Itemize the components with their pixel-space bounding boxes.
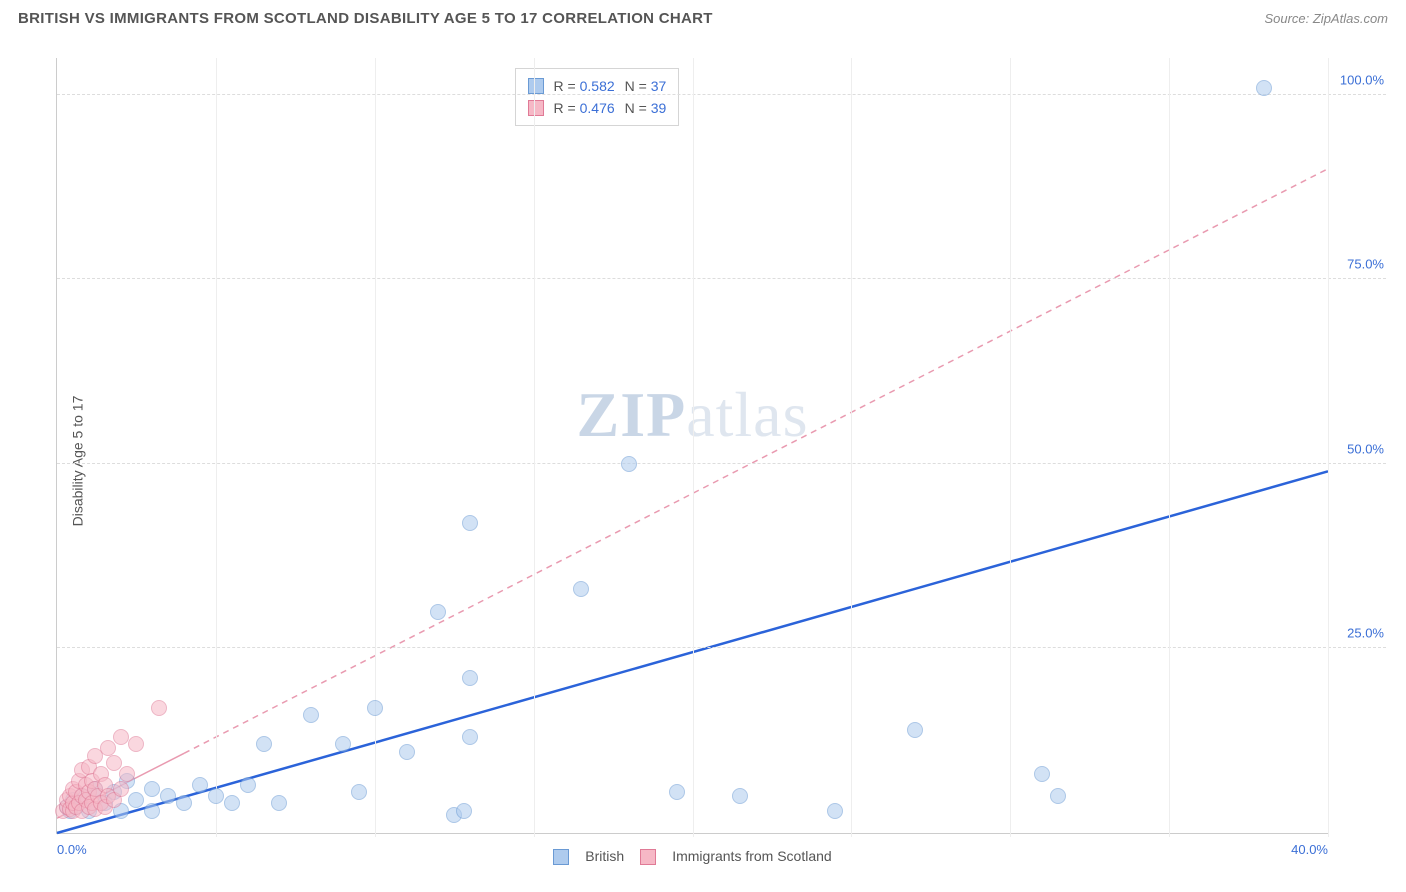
scatter-point <box>208 788 224 804</box>
x-tick-label: 0.0% <box>57 842 87 857</box>
gridline-v <box>1169 58 1170 837</box>
legend-swatch <box>528 78 544 94</box>
scatter-point <box>256 736 272 752</box>
legend-swatch <box>553 849 569 865</box>
scatter-point <box>399 744 415 760</box>
scatter-point <box>669 784 685 800</box>
gridline-v <box>534 58 535 837</box>
scatter-point <box>119 766 135 782</box>
scatter-point <box>621 456 637 472</box>
gridline-v <box>216 58 217 837</box>
legend-label: British <box>585 848 624 864</box>
scatter-point <box>192 777 208 793</box>
scatter-point <box>144 803 160 819</box>
scatter-point <box>176 795 192 811</box>
scatter-point <box>462 515 478 531</box>
scatter-point <box>573 581 589 597</box>
legend-swatch <box>528 100 544 116</box>
page-title: BRITISH VS IMMIGRANTS FROM SCOTLAND DISA… <box>18 10 713 27</box>
watermark-bold: ZIP <box>577 379 687 450</box>
scatter-point <box>430 604 446 620</box>
legend-top: R = 0.582N = 37R = 0.476N = 39 <box>515 68 680 126</box>
y-tick-label: 25.0% <box>1347 626 1384 641</box>
y-tick-label: 50.0% <box>1347 441 1384 456</box>
legend-n-label: N = 39 <box>625 97 667 119</box>
scatter-point <box>113 729 129 745</box>
scatter-point <box>128 736 144 752</box>
gridline-h <box>57 647 1386 648</box>
gridline-v <box>375 58 376 837</box>
gridline-v <box>1328 58 1329 837</box>
scatter-point <box>128 792 144 808</box>
header: BRITISH VS IMMIGRANTS FROM SCOTLAND DISA… <box>0 0 1406 31</box>
legend-bottom: British Immigrants from Scotland <box>57 848 1328 865</box>
scatter-point <box>1034 766 1050 782</box>
scatter-point <box>462 729 478 745</box>
scatter-point <box>271 795 287 811</box>
gridline-h <box>57 463 1386 464</box>
scatter-point <box>462 670 478 686</box>
scatter-point <box>907 722 923 738</box>
scatter-point <box>100 740 116 756</box>
scatter-point <box>1050 788 1066 804</box>
legend-top-row: R = 0.476 N = 39 <box>528 97 667 119</box>
scatter-point <box>144 781 160 797</box>
legend-label: Immigrants from Scotland <box>672 848 832 864</box>
plot-area: ZIPatlas R = 0.582N = 37R = 0.476N = 39 … <box>56 58 1328 834</box>
scatter-point <box>732 788 748 804</box>
gridline-v <box>1010 58 1011 837</box>
scatter-point <box>160 788 176 804</box>
scatter-point <box>151 700 167 716</box>
source-label: Source: ZipAtlas.com <box>1264 11 1388 26</box>
scatter-point <box>335 736 351 752</box>
scatter-point <box>367 700 383 716</box>
gridline-h <box>57 94 1386 95</box>
scatter-point <box>224 795 240 811</box>
scatter-point <box>113 781 129 797</box>
gridline-v <box>851 58 852 837</box>
gridline-v <box>693 58 694 837</box>
y-tick-label: 75.0% <box>1347 257 1384 272</box>
scatter-point <box>456 803 472 819</box>
scatter-point <box>303 707 319 723</box>
scatter-point <box>1256 80 1272 96</box>
scatter-point <box>240 777 256 793</box>
gridline-h <box>57 278 1386 279</box>
scatter-point <box>827 803 843 819</box>
scatter-point <box>351 784 367 800</box>
y-tick-label: 100.0% <box>1340 72 1384 87</box>
watermark-light: atlas <box>686 379 808 450</box>
x-tick-label: 40.0% <box>1291 842 1328 857</box>
legend-swatch <box>640 849 656 865</box>
chart-container: Disability Age 5 to 17 ZIPatlas R = 0.58… <box>18 40 1388 882</box>
legend-r-label: R = 0.476 <box>554 97 615 119</box>
